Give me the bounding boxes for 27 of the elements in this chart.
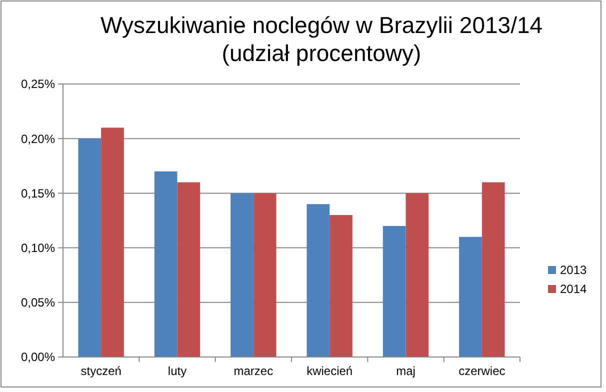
legend-label: 2013 (560, 263, 588, 277)
bar (78, 138, 102, 357)
y-tick-label: 0,20% (20, 132, 56, 146)
y-tick-label: 0,15% (20, 186, 56, 200)
bar (330, 215, 352, 357)
chart-title: Wyszukiwanie noclegów w Brazylii 2013/14 (udział procentowy) (100, 12, 543, 66)
bar (459, 236, 482, 357)
bar (406, 193, 429, 357)
bar (101, 128, 124, 357)
bar (230, 193, 254, 357)
x-tick-label: kwiecień (306, 364, 353, 378)
bar (382, 226, 406, 357)
bar (253, 193, 276, 357)
y-tick-label: 0,00% (20, 350, 56, 364)
x-tick-label: marzec (234, 364, 274, 378)
x-tick-label: styczeń (80, 364, 122, 378)
x-tick-label: luty (168, 364, 187, 378)
bar (306, 204, 330, 357)
x-tick-label: czerwiec (458, 364, 506, 378)
y-tick-label: 0,05% (20, 296, 56, 310)
y-tick-label: 0,25% (20, 77, 56, 92)
x-tick-label: maj (396, 364, 416, 378)
legend-label: 2014 (560, 282, 588, 296)
bar (482, 182, 505, 357)
bar (177, 182, 200, 357)
y-tick-label: 0,10% (20, 241, 56, 255)
bar (154, 171, 178, 357)
